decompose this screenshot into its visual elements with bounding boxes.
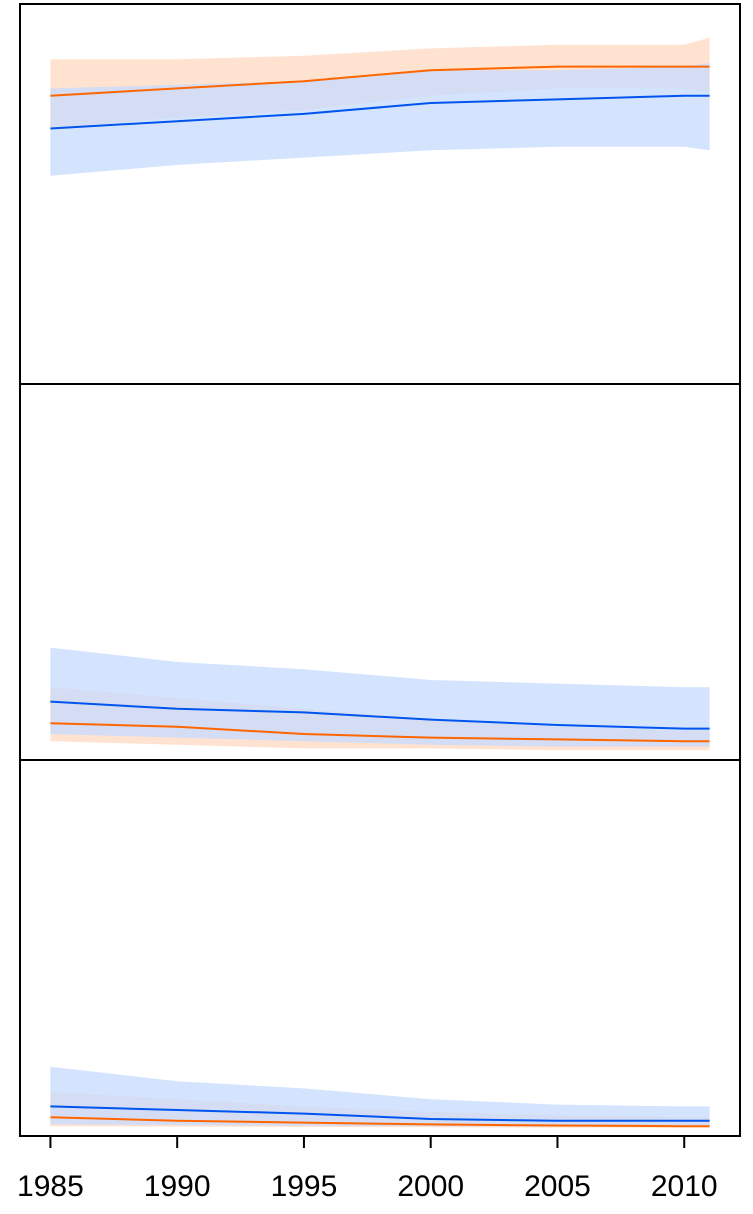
chart-panel-top: [19, 3, 741, 385]
x-tick-label-2010: 2010: [651, 1170, 718, 1203]
chart-panel-middle: [19, 383, 741, 761]
x-tick-label-2005: 2005: [524, 1170, 591, 1203]
series-line-bottom-1: [50, 1116, 710, 1128]
series-line-middle-1: [50, 722, 710, 743]
series-line-top-2: [50, 94, 710, 130]
x-axis: 1985 1990 1995 2000 2005 2010: [17, 1136, 718, 1203]
chart-panel-bottom: [19, 759, 741, 1137]
series-line-top-1: [50, 65, 710, 97]
x-tick-label-1985: 1985: [17, 1170, 84, 1203]
series-line-bottom-2: [50, 1105, 710, 1122]
x-tick-label-1990: 1990: [144, 1170, 211, 1203]
confidence-band-middle-2: [50, 647, 710, 747]
confidence-band-top-2: [50, 63, 710, 176]
series-line-middle-2: [50, 700, 710, 730]
chart-panels: [19, 3, 741, 1137]
panel-frame-bottom: [19, 759, 741, 1137]
x-tick-label-2000: 2000: [397, 1170, 464, 1203]
x-tick-label-1995: 1995: [271, 1170, 338, 1203]
